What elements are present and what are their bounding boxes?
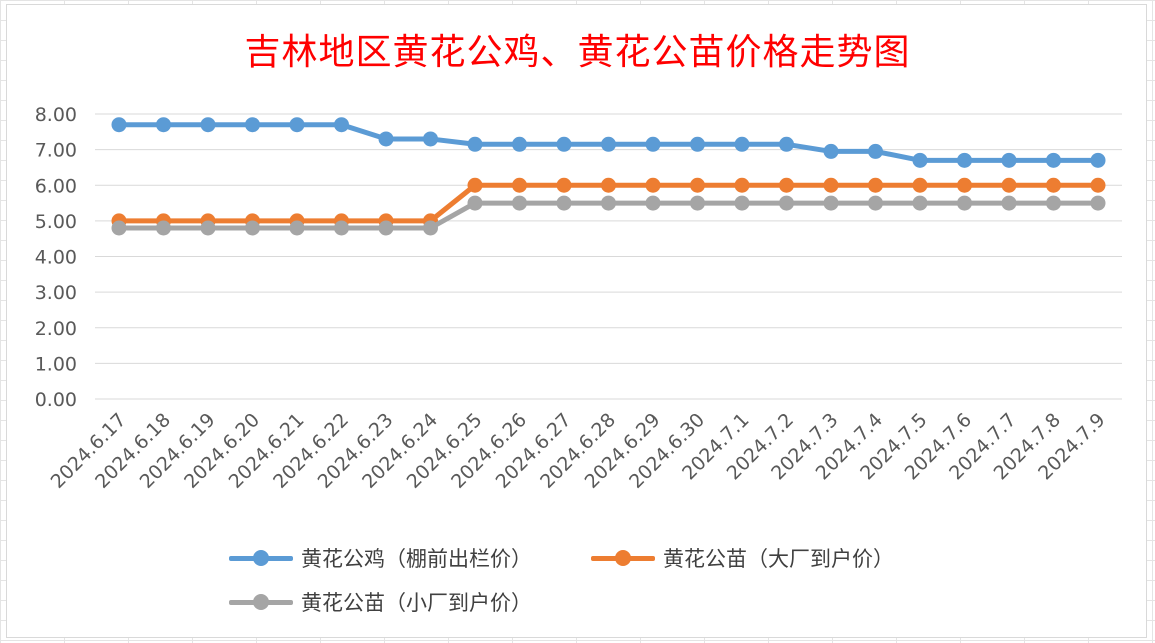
data-point	[868, 177, 883, 193]
data-point	[645, 136, 661, 152]
data-point	[912, 195, 928, 211]
plot-area: 0.001.002.003.004.005.006.007.008.002024…	[35, 104, 1122, 493]
data-point	[1090, 195, 1106, 211]
data-point	[1046, 195, 1061, 211]
legend-label: 黄花公苗（小厂到户价）	[301, 591, 532, 615]
legend-swatch	[591, 548, 655, 568]
data-point	[556, 195, 572, 211]
data-point	[601, 136, 616, 152]
data-point	[378, 220, 394, 236]
data-point	[423, 131, 438, 147]
data-point	[156, 117, 171, 133]
data-point	[734, 177, 750, 193]
data-point	[779, 195, 794, 211]
data-point	[111, 117, 127, 133]
data-point	[1090, 177, 1106, 193]
data-point	[912, 177, 928, 193]
data-point	[423, 220, 438, 236]
data-point	[467, 195, 483, 211]
data-point	[601, 177, 616, 193]
data-point	[645, 195, 661, 211]
data-point	[156, 220, 171, 236]
data-point	[111, 220, 127, 236]
data-point	[601, 195, 616, 211]
data-point	[245, 220, 260, 236]
chart-area[interactable]: 吉林地区黄花公鸡、黄花公苗价格走势图 0.00 1.00 2.00 3.00 4.00 5…	[6, 4, 1147, 638]
legend-label: 黄花公苗（大厂到户价）	[663, 547, 894, 571]
y-tick-label: 4.00	[35, 247, 77, 269]
data-point	[957, 177, 972, 193]
y-tick-label: 6.00	[35, 175, 77, 197]
data-point	[1001, 152, 1017, 168]
legend-item: 黄花公鸡（棚前出栏价）	[229, 543, 532, 573]
data-point	[1001, 195, 1017, 211]
y-tick-label: 7.00	[35, 140, 77, 162]
y-tick-label: 0.00	[35, 389, 77, 411]
data-point	[734, 195, 750, 211]
data-point	[467, 136, 483, 152]
y-tick-label: 5.00	[35, 211, 77, 233]
data-point	[957, 152, 972, 168]
y-tick-label: 1.00	[35, 353, 77, 375]
data-point	[289, 220, 305, 236]
data-point	[868, 195, 883, 211]
data-point	[289, 117, 305, 133]
data-point	[1001, 177, 1017, 193]
data-point	[556, 136, 572, 152]
data-point	[868, 143, 883, 159]
data-point	[1046, 152, 1061, 168]
data-point	[556, 177, 572, 193]
data-point	[823, 143, 839, 159]
legend-item: 黄花公苗（小厂到户价）	[229, 587, 532, 617]
data-point	[779, 177, 794, 193]
data-point	[823, 177, 839, 193]
y-tick-label: 8.00	[35, 104, 77, 126]
data-point	[779, 136, 794, 152]
legend-swatch	[229, 548, 293, 568]
y-tick-label: 2.00	[35, 318, 77, 340]
data-point	[645, 177, 661, 193]
data-point	[912, 152, 928, 168]
legend-item: 黄花公苗（大厂到户价）	[591, 543, 894, 573]
data-point	[334, 220, 349, 236]
data-point	[512, 177, 527, 193]
data-point	[512, 136, 527, 152]
data-point	[823, 195, 839, 211]
data-point	[690, 136, 705, 152]
legend-swatch	[229, 592, 293, 612]
legend-label: 黄花公鸡（棚前出栏价）	[301, 547, 532, 571]
data-point	[245, 117, 260, 133]
chart-title: 吉林地区黄花公鸡、黄花公苗价格走势图	[244, 32, 911, 73]
data-point	[200, 220, 216, 236]
data-point	[467, 177, 483, 193]
data-point	[378, 131, 394, 147]
data-point	[734, 136, 750, 152]
data-point	[334, 117, 349, 133]
data-point	[512, 195, 527, 211]
data-point	[957, 195, 972, 211]
data-point	[690, 195, 705, 211]
data-point	[1090, 152, 1106, 168]
data-point	[1046, 177, 1061, 193]
data-point	[200, 117, 216, 133]
data-point	[690, 177, 705, 193]
y-tick-label: 3.00	[35, 282, 77, 304]
